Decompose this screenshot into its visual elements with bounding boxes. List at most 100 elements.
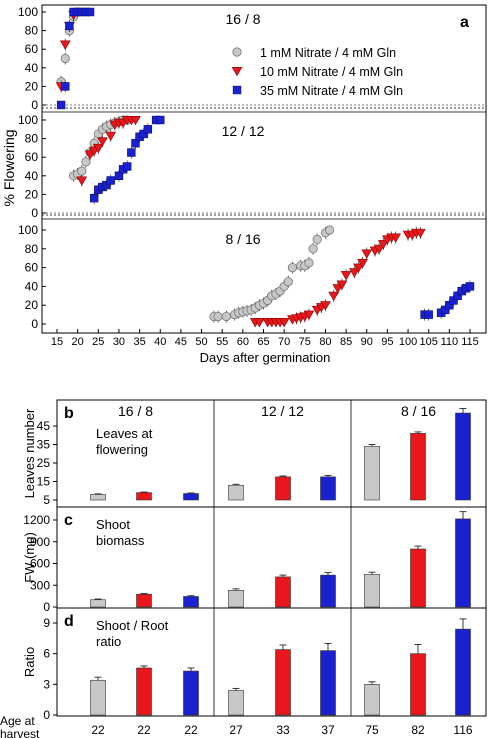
y-tick-label: 900 <box>30 535 50 549</box>
bar <box>90 494 106 501</box>
y-tick-label: 35 <box>37 438 51 452</box>
data-point <box>156 115 165 125</box>
data-point <box>308 244 318 254</box>
x-tick-label: 20 <box>72 336 84 348</box>
bar <box>275 576 291 608</box>
bar <box>455 628 471 716</box>
panel-annotation: Shoot / Root <box>96 618 169 633</box>
x-tick-label: 70 <box>278 336 290 348</box>
bar-plot-frame <box>56 607 487 717</box>
x-tick-label: 50 <box>195 336 207 348</box>
y-tick-label: 0 <box>43 600 50 614</box>
photoperiod-labels: 16 / 8 12 / 12 8 / 16 <box>222 11 265 247</box>
data-point <box>97 137 108 147</box>
x-tick-label: 105 <box>420 336 438 348</box>
photoperiod-label: 8 / 16 <box>225 231 260 247</box>
x-tick-label: 95 <box>381 336 393 348</box>
legend: 1 mM Nitrate / 4 mM Gln 10 mM Nitrate / 4… <box>231 46 403 98</box>
data-point <box>89 193 99 203</box>
legend-marker <box>232 85 242 95</box>
y-tick-label: 80 <box>25 242 39 256</box>
x-tick-label: 115 <box>461 336 479 348</box>
bar <box>275 476 291 501</box>
data-point <box>106 176 115 185</box>
x-tick-label: 110 <box>441 336 459 348</box>
flowering-y-axis-title: % Flowering <box>1 129 17 206</box>
bar <box>275 649 291 716</box>
data-point <box>60 53 70 64</box>
panel-letter-a: a <box>460 14 469 31</box>
data-point <box>465 282 475 291</box>
age-value: 82 <box>411 723 425 737</box>
age-values: 22 22 22 27 33 37 75 82 116 <box>91 723 473 737</box>
bar <box>455 518 471 608</box>
y-tick-label: 45 <box>37 419 51 433</box>
group-label: 8 / 16 <box>401 403 436 419</box>
panel-letter-d: d <box>64 613 74 630</box>
age-value: 22 <box>184 723 198 737</box>
y-tick-label: 20 <box>25 187 39 201</box>
data-point <box>123 162 132 171</box>
data-point <box>320 301 331 311</box>
y-tick-label: 100 <box>18 113 38 127</box>
data-point <box>353 263 364 273</box>
bar <box>183 670 199 716</box>
bar <box>364 574 380 608</box>
bar <box>364 446 380 501</box>
y-tick-label: 100 <box>18 5 38 19</box>
y-tick-label: 9 <box>43 616 50 630</box>
panel-letter-c: c <box>64 512 73 529</box>
x-tick-label: 15 <box>51 336 63 348</box>
y-tick-label: 100 <box>18 223 38 237</box>
bar <box>455 412 471 501</box>
data-point <box>77 166 87 176</box>
photoperiod-label: 16 / 8 <box>225 11 260 27</box>
y-tick-label: 60 <box>25 42 39 56</box>
data-point <box>127 148 136 157</box>
data-point <box>415 228 426 239</box>
y-tick-label: 15 <box>37 475 51 489</box>
y-tick-label: 0 <box>31 98 38 112</box>
data-point <box>340 271 352 281</box>
age-at-harvest-label-line2: harvest <box>0 727 40 738</box>
flowering-panel: a % Flowering Days after germination 0 20… <box>1 4 487 365</box>
data-point <box>357 258 368 269</box>
bar <box>228 690 244 716</box>
age-value: 33 <box>276 723 290 737</box>
data-point <box>361 249 373 259</box>
bar <box>136 667 152 716</box>
x-tick-label: 90 <box>361 336 373 348</box>
legend-label: 1 mM Nitrate / 4 mM Gln <box>260 46 396 60</box>
y-tick-label: 0 <box>43 708 50 722</box>
bar <box>90 679 106 716</box>
y-tick-label: 5 <box>43 493 50 507</box>
data-point <box>254 318 265 328</box>
age-value: 22 <box>91 723 105 737</box>
age-value: 37 <box>321 723 335 737</box>
panel-letter-b: b <box>64 405 74 422</box>
data-point <box>377 240 389 250</box>
data-point <box>336 280 348 290</box>
photoperiod-label: 12 / 12 <box>222 123 265 139</box>
group-label: 16 / 8 <box>118 403 153 419</box>
bar <box>320 574 336 608</box>
data-point <box>105 131 117 142</box>
data-point <box>59 40 71 50</box>
y-tick-label: 40 <box>25 279 39 293</box>
data-point <box>61 82 70 91</box>
x-tick-label: 45 <box>175 336 187 348</box>
flowering-data-points <box>55 7 475 328</box>
x-tick-label: 40 <box>154 336 166 348</box>
age-value: 27 <box>229 723 243 737</box>
bar <box>410 433 426 501</box>
bar <box>90 599 106 608</box>
y-tick-label: 60 <box>25 150 39 164</box>
panel-annotation: biomass <box>96 533 145 548</box>
bar <box>183 596 199 608</box>
x-tick-label: 80 <box>319 336 331 348</box>
